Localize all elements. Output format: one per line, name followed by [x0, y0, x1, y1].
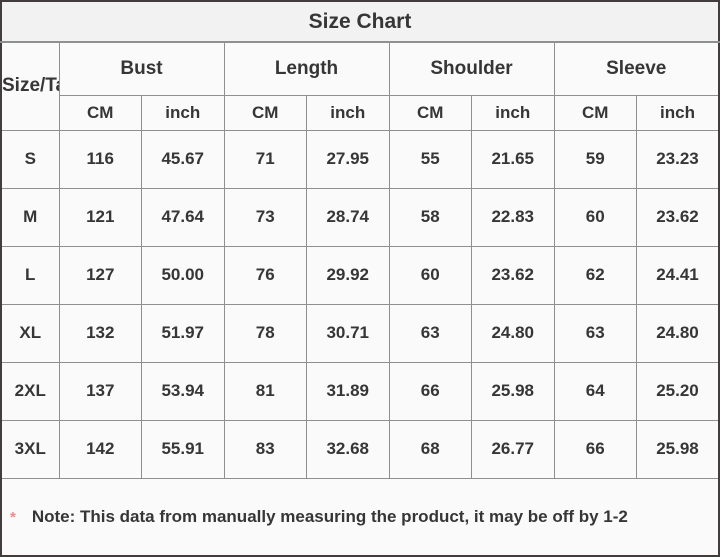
data-cell: 73 — [223, 187, 307, 247]
data-cell: 62 — [553, 245, 637, 305]
data-cell: 127 — [58, 245, 142, 305]
data-cell: 81 — [223, 361, 307, 421]
column-group-sleeve: Sleeve — [553, 41, 720, 96]
data-cell: 137 — [58, 361, 142, 421]
note-row: * Note: This data from manually measuring… — [0, 477, 720, 557]
data-cell: 71 — [223, 129, 307, 189]
data-cell: 60 — [388, 245, 472, 305]
data-cell: 28.74 — [306, 187, 390, 247]
column-group-bust: Bust — [58, 41, 225, 96]
data-cell: 23.62 — [471, 245, 555, 305]
data-cell: 76 — [223, 245, 307, 305]
data-cell: 23.62 — [636, 187, 720, 247]
unit-header-shoulder-cm: CM — [388, 94, 472, 131]
data-cell: 142 — [58, 419, 142, 479]
unit-header-shoulder-inch: inch — [471, 94, 555, 131]
unit-header-row: CM inch CM inch CM inch CM inch — [1, 94, 720, 131]
title-row: Size Chart — [0, 0, 720, 43]
data-cell: 116 — [58, 129, 142, 189]
corner-size-tag-label: Size/Tag — [0, 41, 60, 131]
data-cell: 132 — [58, 303, 142, 363]
page-title: Size Chart — [0, 0, 720, 43]
table-row-m: M 121 47.64 73 28.74 58 22.83 60 23.62 — [0, 187, 720, 247]
data-cell: 30.71 — [306, 303, 390, 363]
unit-header-bust-cm: CM — [58, 94, 142, 131]
data-cell: 24.80 — [471, 303, 555, 363]
data-cell: 45.67 — [141, 129, 225, 189]
data-cell: 64 — [553, 361, 637, 421]
size-label: S — [0, 129, 60, 189]
data-cell: 25.98 — [471, 361, 555, 421]
unit-header-length-cm: CM — [223, 94, 307, 131]
size-label: M — [0, 187, 60, 247]
data-cell: 59 — [553, 129, 637, 189]
size-label: 2XL — [0, 361, 60, 421]
unit-header-sleeve-cm: CM — [553, 94, 637, 131]
table-row-2xl: 2XL 137 53.94 81 31.89 66 25.98 64 25.20 — [0, 361, 720, 421]
column-group-shoulder: Shoulder — [388, 41, 555, 96]
data-cell: 55.91 — [141, 419, 225, 479]
data-cell: 66 — [388, 361, 472, 421]
size-label: XL — [0, 303, 60, 363]
data-cell: 63 — [553, 303, 637, 363]
data-cell: 51.97 — [141, 303, 225, 363]
unit-header-length-inch: inch — [306, 94, 390, 131]
data-cell: 24.41 — [636, 245, 720, 305]
data-cell: 25.20 — [636, 361, 720, 421]
data-cell: 55 — [388, 129, 472, 189]
size-label: L — [0, 245, 60, 305]
note-cell: * Note: This data from manually measuring… — [0, 477, 720, 557]
data-cell: 27.95 — [306, 129, 390, 189]
table-row-xl: XL 132 51.97 78 30.71 63 24.80 63 24.80 — [0, 303, 720, 363]
data-cell: 23.23 — [636, 129, 720, 189]
column-group-length: Length — [223, 41, 390, 96]
data-cell: 24.80 — [636, 303, 720, 363]
data-cell: 50.00 — [141, 245, 225, 305]
data-cell: 21.65 — [471, 129, 555, 189]
data-cell: 53.94 — [141, 361, 225, 421]
data-cell: 58 — [388, 187, 472, 247]
unit-header-sleeve-inch: inch — [636, 94, 720, 131]
data-cell: 31.89 — [306, 361, 390, 421]
table-row-3xl: 3XL 142 55.91 83 32.68 68 26.77 66 25.98 — [0, 419, 720, 479]
data-cell: 78 — [223, 303, 307, 363]
column-group-header-row: Size/Tag Bust Length Shoulder Sleeve — [0, 41, 720, 131]
size-label: 3XL — [0, 419, 60, 479]
data-cell: 29.92 — [306, 245, 390, 305]
unit-header-bust-inch: inch — [141, 94, 225, 131]
data-cell: 83 — [223, 419, 307, 479]
data-cell: 22.83 — [471, 187, 555, 247]
data-cell: 63 — [388, 303, 472, 363]
data-cell: 68 — [388, 419, 472, 479]
data-cell: 121 — [58, 187, 142, 247]
asterisk-icon: * — [10, 508, 16, 526]
data-cell: 32.68 — [306, 419, 390, 479]
data-cell: 25.98 — [636, 419, 720, 479]
data-cell: 26.77 — [471, 419, 555, 479]
note-text: Note: This data from manually measuring … — [31, 506, 628, 526]
table-row-l: L 127 50.00 76 29.92 60 23.62 62 24.41 — [0, 245, 720, 305]
data-cell: 60 — [553, 187, 637, 247]
table-row-s: S 116 45.67 71 27.95 55 21.65 59 23.23 — [0, 129, 720, 189]
data-cell: 66 — [553, 419, 637, 479]
data-cell: 47.64 — [141, 187, 225, 247]
